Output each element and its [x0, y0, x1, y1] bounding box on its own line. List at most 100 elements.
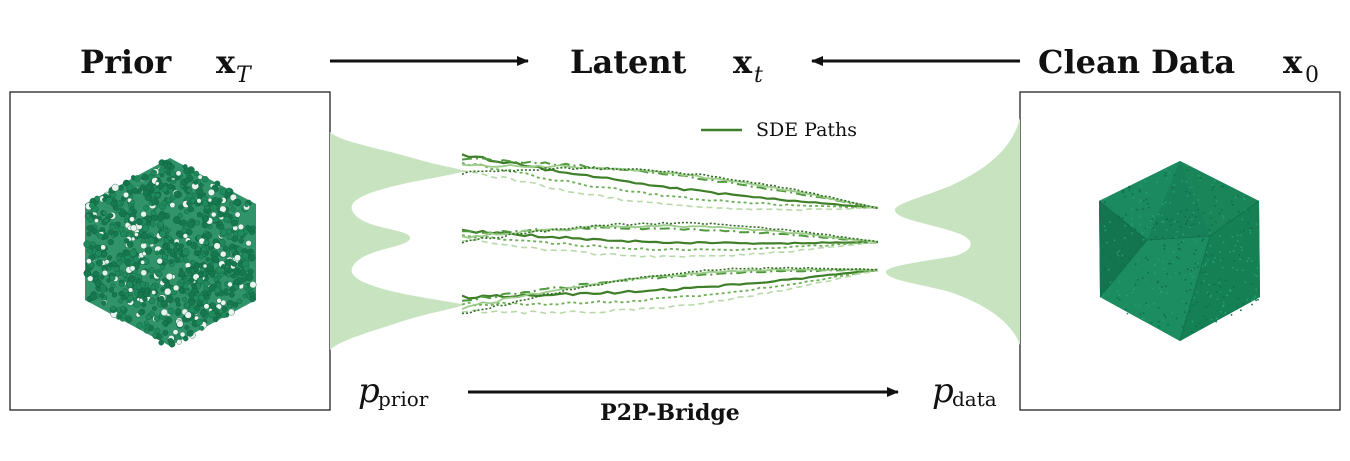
clean-point [1243, 197, 1245, 200]
clean-point [1168, 262, 1170, 265]
clean-point [1169, 201, 1171, 204]
p-data-subscript: data [952, 387, 997, 411]
prior-point [147, 237, 155, 245]
clean-point [1191, 276, 1194, 279]
clean-point [1172, 191, 1175, 193]
prior-point [107, 229, 114, 235]
prior-point [151, 197, 159, 206]
clean-point [1249, 227, 1251, 230]
clean-point [1244, 281, 1247, 284]
clean-point [1162, 236, 1164, 239]
clean-point [1189, 192, 1191, 195]
clean-point [1165, 177, 1168, 180]
sde-path [461, 238, 879, 259]
prior-point [201, 289, 208, 296]
prior-point [213, 242, 221, 250]
clean-point [1173, 174, 1176, 177]
prior-point [168, 258, 174, 265]
clean-point [1224, 279, 1227, 282]
prior-point [167, 235, 172, 241]
prior-point [167, 248, 172, 254]
clean-point [1253, 274, 1256, 276]
prior-point [230, 206, 236, 212]
clean-point [1181, 241, 1183, 244]
prior-point [178, 278, 184, 284]
clean-point [1219, 235, 1221, 238]
prior-point [117, 225, 125, 233]
prior-point [216, 298, 222, 304]
prior-point [144, 288, 150, 294]
prior-point [190, 260, 196, 265]
prior-point [178, 270, 186, 278]
clean-point [1215, 221, 1217, 223]
prior-density-curve [330, 132, 464, 350]
clean-point [1186, 219, 1189, 222]
prior-point [203, 239, 209, 246]
legend: SDE Paths [701, 119, 857, 141]
clean-point [1114, 261, 1116, 264]
prior-point [121, 313, 127, 319]
clean-point [1186, 307, 1189, 310]
prior-point [125, 181, 130, 186]
clean-point [1128, 257, 1131, 259]
clean-point [1195, 325, 1198, 328]
clean-symbol: x [1283, 43, 1303, 81]
clean-point [1243, 229, 1245, 232]
prior-point [129, 249, 137, 258]
clean-point [1163, 313, 1166, 316]
prior-point [140, 238, 147, 244]
prior-point [86, 231, 92, 237]
p-prior-symbol: p [358, 371, 380, 411]
prior-point [207, 188, 215, 196]
prior-point [179, 331, 186, 338]
clean-point [1168, 171, 1171, 174]
clean-point [1141, 232, 1144, 235]
clean-point [1213, 257, 1216, 259]
prior-point [141, 173, 149, 181]
prior-point [148, 325, 155, 332]
clean-point [1177, 212, 1179, 215]
clean-point [1147, 258, 1149, 261]
prior-point [241, 252, 249, 260]
prior-point [86, 258, 92, 264]
clean-point [1126, 294, 1128, 297]
clean-point [1185, 209, 1188, 211]
clean-point [1137, 258, 1140, 261]
clean-point [1221, 209, 1223, 211]
clean-point [1184, 278, 1187, 281]
clean-point [1134, 303, 1137, 306]
prior-point [174, 241, 179, 247]
prior-point [148, 267, 155, 274]
clean-point [1166, 217, 1169, 220]
clean-point [1220, 259, 1222, 261]
clean-point [1177, 243, 1180, 246]
clean-point [1189, 289, 1192, 291]
prior-point [181, 248, 190, 256]
prior-point [162, 244, 169, 250]
prior-point [177, 232, 182, 238]
clean-point [1160, 286, 1163, 289]
clean-point [1236, 269, 1238, 271]
prior-point [180, 219, 187, 226]
clean-point [1139, 216, 1141, 218]
prior-point [138, 310, 144, 316]
clean-point [1232, 266, 1234, 269]
prior-point [111, 183, 120, 192]
clean-point [1176, 230, 1179, 233]
prior-point [119, 282, 125, 287]
clean-point [1147, 271, 1150, 274]
prior-point [169, 252, 175, 257]
clean-point [1173, 183, 1175, 186]
prior-point [193, 294, 199, 301]
prior-point [181, 316, 188, 322]
clean-point [1243, 194, 1245, 197]
clean-point [1143, 199, 1145, 202]
clean-point [1123, 255, 1126, 258]
clean-point [1138, 304, 1141, 307]
prior-point [153, 315, 160, 322]
prior-point [172, 329, 179, 335]
clean-point [1151, 287, 1154, 290]
prior-point [226, 233, 233, 241]
prior-point [99, 293, 105, 299]
clean-point [1213, 283, 1216, 286]
